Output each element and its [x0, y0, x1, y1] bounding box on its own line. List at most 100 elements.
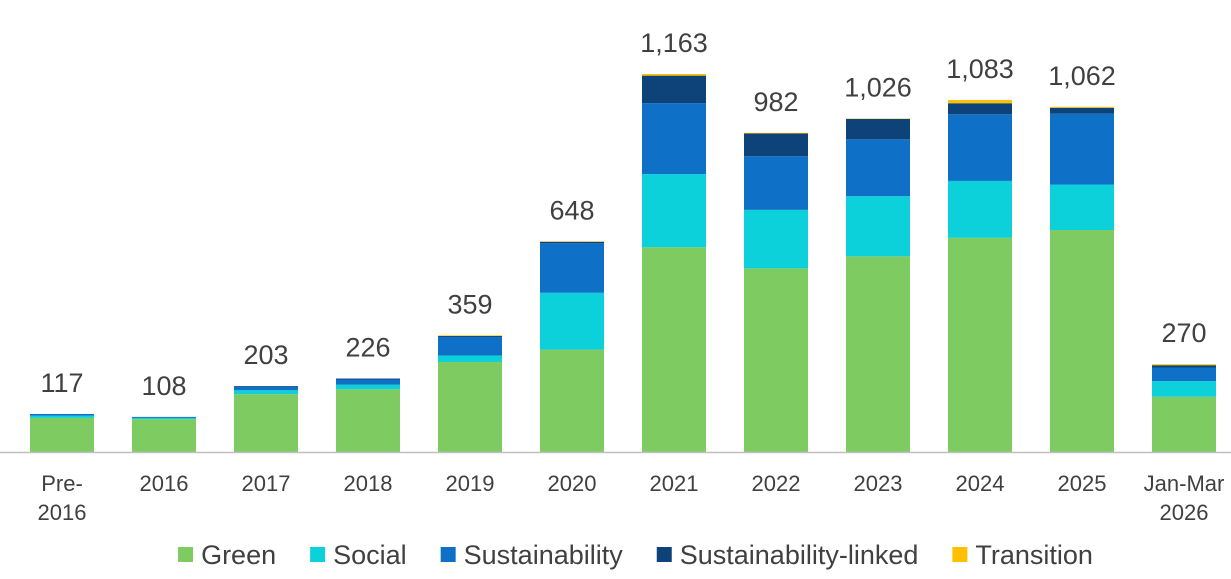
bar-segment-green: [642, 247, 706, 452]
bar-segment-green: [336, 389, 400, 452]
legend-label: Sustainability-linked: [680, 540, 919, 570]
bar-stack: [438, 335, 502, 452]
bar-segment-sustainability-linked: [540, 241, 604, 244]
bar-segment-sustainability-linked: [846, 118, 910, 140]
bar-segment-sustainability-linked: [948, 103, 1012, 115]
total-label: 1,026: [844, 73, 912, 103]
total-labels: 117 108 203 226 359 648 1,163 982 1,026 1,083 1,06…: [40, 28, 1206, 401]
bar-segment-transition: [438, 335, 502, 336]
legend-item-sustainability: Sustainability: [440, 540, 624, 570]
x-tick-label: 2025: [1058, 471, 1107, 496]
total-label: 108: [141, 371, 186, 401]
bar-segment-green: [132, 419, 196, 452]
bar-segment-social: [1152, 381, 1216, 397]
x-tick-label: 2023: [854, 471, 903, 496]
x-tick-label: 2024: [956, 471, 1005, 496]
x-tick-label: 2021: [650, 471, 699, 496]
bar-segment-transition: [1152, 364, 1216, 366]
x-tick-label: 2017: [242, 471, 291, 496]
bar-segment-sustainability: [948, 114, 1012, 181]
bar-segment-green: [846, 256, 910, 452]
bar-segment-sustainability-linked: [234, 386, 298, 387]
legend-swatch: [440, 547, 456, 562]
bar-segment-sustainability: [642, 103, 706, 175]
bar-segment-social: [336, 384, 400, 390]
bar-stack: [540, 241, 604, 452]
bar-segment-sustainability: [30, 413, 94, 416]
bar-stack: [30, 413, 94, 452]
bar-segment-green: [744, 268, 808, 452]
bar-segment-green: [234, 394, 298, 452]
bar-stack: [1152, 364, 1216, 452]
bar-segment-sustainability: [1152, 367, 1216, 382]
bar-segment-sustainability: [438, 336, 502, 356]
bar-segment-social: [1050, 184, 1114, 231]
total-label: 648: [549, 195, 594, 225]
bar-segment-social: [846, 196, 910, 257]
total-label: 117: [40, 368, 83, 398]
bar-segment-green: [30, 417, 94, 452]
x-tick-label: Jan-Mar 2026: [1144, 471, 1225, 525]
total-label: 1,163: [640, 28, 708, 58]
bar-segment-social: [744, 209, 808, 269]
x-tick-label: 2020: [548, 471, 597, 496]
bar-segment-green: [540, 349, 604, 452]
bar-segment-social: [234, 390, 298, 395]
total-label: 982: [753, 87, 798, 117]
bar-stack: [336, 378, 400, 452]
bar-segment-green: [948, 237, 1012, 452]
bar-segment-social: [438, 355, 502, 362]
bar-stack: [1050, 106, 1114, 452]
bar-segment-sustainability-linked: [1152, 365, 1216, 368]
bar-stack: [744, 132, 808, 452]
bar-segment-green: [1050, 230, 1114, 452]
x-axis-tick-labels: Pre-2016 2016 2017 2018 2019 2020 2021 2022 2023…: [38, 471, 1225, 525]
bar-segment-sustainability-linked: [1050, 107, 1114, 114]
legend-swatch: [310, 547, 326, 562]
bar-stack: [948, 100, 1012, 452]
x-tick-label: 2016: [140, 471, 189, 496]
bar-segment-sustainability: [846, 139, 910, 197]
bar-segment-green: [1152, 396, 1216, 452]
bar-segment-transition: [642, 74, 706, 76]
bar-segment-social: [642, 174, 706, 248]
total-label: 1,083: [946, 54, 1014, 84]
legend-item-transition: Transition: [952, 540, 1093, 570]
bar-segment-sustainability: [540, 243, 604, 293]
bar-segment-sustainability: [234, 386, 298, 391]
legend-swatch: [656, 547, 672, 562]
bar-segment-sustainability-linked: [744, 133, 808, 157]
total-label: 203: [243, 340, 288, 370]
bar-segment-social: [948, 180, 1012, 238]
bar-segment-sustainability: [132, 416, 196, 418]
legend-label: Transition: [975, 540, 1093, 570]
legend-swatch: [952, 547, 968, 562]
legend-item-sustainability-linked: Sustainability-linked: [656, 540, 919, 570]
bar-segment-sustainability: [744, 156, 808, 210]
bar-segment-green: [438, 361, 502, 452]
bar-stack: [846, 118, 910, 452]
legend-label: Social: [333, 540, 407, 570]
total-label: 270: [1161, 318, 1206, 348]
bar-segment-sustainability: [1050, 113, 1114, 185]
legend-label: Green: [201, 540, 276, 570]
legend-label: Sustainability: [464, 540, 624, 570]
legend-swatch: [178, 547, 194, 562]
bar-segment-sustainability: [336, 379, 400, 385]
bar-segment-social: [30, 415, 94, 418]
bar-segment-social: [540, 292, 604, 350]
bar-segment-sustainability-linked: [438, 335, 502, 337]
x-tick-label: 2022: [752, 471, 801, 496]
bar-segment-transition: [1050, 106, 1114, 108]
bar-stack: [132, 416, 196, 452]
bar-segment-sustainability-linked: [336, 378, 400, 380]
bars-layer: [30, 74, 1216, 452]
x-tick-label: Pre-2016: [38, 471, 87, 525]
bar-segment-transition: [948, 100, 1012, 104]
total-label: 226: [345, 333, 390, 363]
total-label: 359: [447, 289, 492, 319]
bar-segment-social: [132, 417, 196, 420]
bar-stack: [642, 74, 706, 452]
legend-item-green: Green: [178, 540, 276, 570]
